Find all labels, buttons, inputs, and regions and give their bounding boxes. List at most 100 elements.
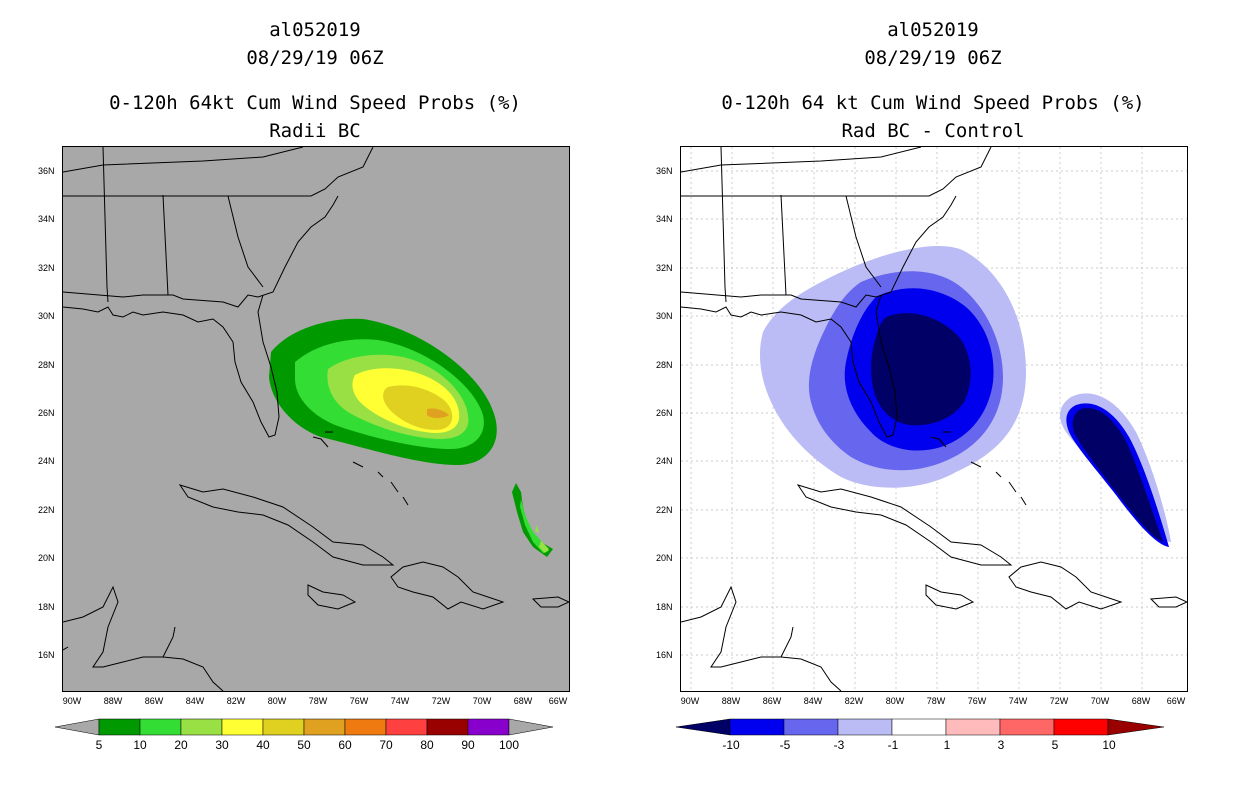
right-lon-70w: 70W	[1090, 696, 1110, 706]
left-colorbar-box	[98, 718, 141, 736]
left-cb-label-80: 80	[420, 738, 434, 752]
left-title-product: 0-120h 64kt Cum Wind Speed Probs (%)	[109, 92, 521, 114]
left-cb-label-40: 40	[256, 738, 270, 752]
right-colorbar-arrow-high	[1107, 718, 1165, 736]
left-lat-28n: 28N	[38, 360, 55, 370]
right-cb-label-m3: -3	[833, 738, 845, 752]
right-lon-78w: 78W	[926, 696, 946, 706]
left-lon-78w: 78W	[308, 696, 328, 706]
right-lat-36n: 36N	[656, 166, 673, 176]
left-lat-26n: 26N	[38, 408, 55, 418]
left-colorbar-arrow-low	[55, 718, 100, 736]
left-map-svg	[63, 147, 569, 691]
right-cb-label-m5: -5	[779, 738, 791, 752]
left-title-storm: al052019	[269, 19, 361, 41]
left-lon-90w: 90W	[62, 696, 82, 706]
right-map-svg	[681, 147, 1187, 691]
right-lon-68w: 68W	[1131, 696, 1151, 706]
left-lat-34n: 34N	[38, 214, 55, 224]
right-colorbar-box	[999, 718, 1055, 736]
right-lon-66w: 66W	[1166, 696, 1186, 706]
left-lon-70w: 70W	[472, 696, 492, 706]
right-lat-34n: 34N	[656, 214, 673, 224]
left-cb-label-90: 90	[461, 738, 475, 752]
left-colorbar-box	[344, 718, 387, 736]
left-lon-66w: 66W	[548, 696, 568, 706]
left-colorbar-box	[426, 718, 469, 736]
right-colorbar-box	[837, 718, 893, 736]
right-colorbar-box	[1053, 718, 1109, 736]
right-lon-76w: 76W	[967, 696, 987, 706]
right-colorbar	[676, 718, 1165, 736]
right-title-subtitle: Rad BC - Control	[841, 120, 1025, 142]
left-cb-label-70: 70	[379, 738, 393, 752]
right-lat-24n: 24N	[656, 456, 673, 466]
right-lon-74w: 74W	[1008, 696, 1028, 706]
left-cb-label-5: 5	[95, 738, 103, 752]
right-map	[680, 146, 1188, 692]
left-cb-label-10: 10	[133, 738, 147, 752]
left-coastlines	[63, 147, 569, 691]
right-lon-84w: 84W	[803, 696, 823, 706]
right-lat-20n: 20N	[656, 553, 673, 563]
left-colorbar-boxes	[98, 718, 510, 736]
left-colorbar-arrow-high	[508, 718, 554, 736]
right-lat-18n: 18N	[656, 602, 673, 612]
left-lat-16n: 16N	[38, 650, 55, 660]
left-lat-30n: 30N	[38, 311, 55, 321]
left-lon-86w: 86W	[144, 696, 164, 706]
left-colorbar	[55, 718, 554, 736]
right-cb-label-10: 10	[1102, 738, 1116, 752]
left-lon-72w: 72W	[431, 696, 451, 706]
left-colorbar-box	[180, 718, 223, 736]
right-colorbar-box	[891, 718, 947, 736]
left-lon-68w: 68W	[513, 696, 533, 706]
right-colorbar-box	[783, 718, 839, 736]
left-cb-label-20: 20	[174, 738, 188, 752]
left-lat-22n: 22N	[38, 505, 55, 515]
left-colorbar-box	[139, 718, 182, 736]
right-cb-label-m1: -1	[887, 738, 899, 752]
left-cb-label-60: 60	[338, 738, 352, 752]
left-lon-84w: 84W	[185, 696, 205, 706]
left-map	[62, 146, 570, 692]
left-colorbar-box	[262, 718, 305, 736]
right-cb-label-m10: -10	[722, 738, 740, 752]
right-lon-90w: 90W	[680, 696, 700, 706]
right-lon-72w: 72W	[1049, 696, 1069, 706]
right-lat-16n: 16N	[656, 650, 673, 660]
right-lat-28n: 28N	[656, 360, 673, 370]
left-lon-88w: 88W	[103, 696, 123, 706]
right-title-product: 0-120h 64 kt Cum Wind Speed Probs (%)	[721, 92, 1145, 114]
left-title-subtitle: Radii BC	[269, 120, 361, 142]
left-lat-24n: 24N	[38, 456, 55, 466]
right-lat-22n: 22N	[656, 505, 673, 515]
right-colorbar-boxes	[676, 718, 1165, 736]
right-lat-32n: 32N	[656, 263, 673, 273]
left-lon-76w: 76W	[349, 696, 369, 706]
left-colorbar-box	[303, 718, 346, 736]
right-colorbar-arrow-low	[676, 718, 731, 736]
left-title-date: 08/29/19 06Z	[246, 47, 384, 69]
right-lat-30n: 30N	[656, 311, 673, 321]
right-lat-26n: 26N	[656, 408, 673, 418]
right-lon-80w: 80W	[885, 696, 905, 706]
left-lat-18n: 18N	[38, 602, 55, 612]
left-colorbar-box	[467, 718, 510, 736]
right-title-storm: al052019	[887, 19, 979, 41]
left-lon-80w: 80W	[267, 696, 287, 706]
left-colorbar-box	[385, 718, 428, 736]
left-prob-contours	[269, 318, 553, 557]
left-lon-74w: 74W	[390, 696, 410, 706]
left-cb-label-50: 50	[297, 738, 311, 752]
left-lat-32n: 32N	[38, 263, 55, 273]
right-cb-label-3: 3	[997, 738, 1005, 752]
right-colorbar-box	[945, 718, 1001, 736]
left-colorbar-box	[221, 718, 264, 736]
right-cb-label-5: 5	[1051, 738, 1059, 752]
right-coastlines	[681, 147, 1187, 691]
left-lat-20n: 20N	[38, 553, 55, 563]
right-lon-82w: 82W	[844, 696, 864, 706]
left-lat-36n: 36N	[38, 166, 55, 176]
right-cb-label-1: 1	[943, 738, 951, 752]
